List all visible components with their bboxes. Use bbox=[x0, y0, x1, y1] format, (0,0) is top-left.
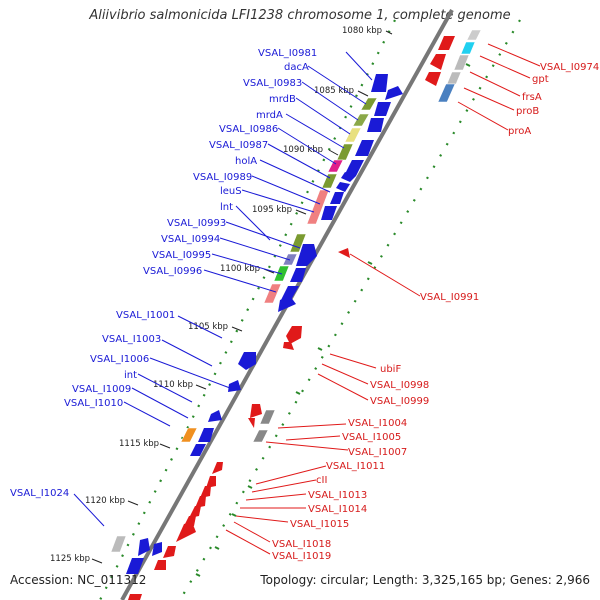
gene-label-leus: leuS bbox=[220, 186, 242, 197]
gene-label-mrda: mrdA bbox=[256, 110, 283, 121]
gene-label-frsa: frsA bbox=[522, 92, 542, 103]
gc-ticks bbox=[195, 63, 471, 577]
gene-label-vsal-i0993: VSAL_I0993 bbox=[167, 218, 226, 229]
gene-label-vsal-i1019: VSAL_I1019 bbox=[272, 551, 331, 562]
kbp-1090: 1090 kbp bbox=[283, 145, 323, 155]
gene-label-proa: proA bbox=[508, 126, 531, 137]
gene-label-vsal-i1009: VSAL_I1009 bbox=[72, 384, 131, 395]
gene-label-vsal-i1011: VSAL_I1011 bbox=[326, 461, 385, 472]
gene-label-cii: cII bbox=[316, 475, 327, 486]
kbp-1125: 1125 kbp bbox=[50, 554, 90, 564]
gene-label-vsal-i0987: VSAL_I0987 bbox=[209, 140, 268, 151]
gene-label-mrdb: mrdB bbox=[269, 94, 296, 105]
topology-text: Topology: circular; Length: 3,325,165 bp… bbox=[260, 573, 590, 587]
gene-label-vsal-i1015: VSAL_I1015 bbox=[290, 519, 349, 530]
gene-label-prob: proB bbox=[516, 106, 539, 117]
kbp-1080: 1080 kbp bbox=[342, 26, 382, 36]
cog-boxes-reverse bbox=[252, 29, 482, 443]
gene-label-int: int bbox=[124, 370, 137, 381]
gene-label-vsal-i0998: VSAL_I0998 bbox=[370, 380, 429, 391]
gene-label-vsal-i1001: VSAL_I1001 bbox=[116, 310, 175, 321]
gene-label-gpt: gpt bbox=[532, 74, 549, 85]
kbp-1110: 1110 kbp bbox=[153, 380, 193, 390]
gene-label-vsal-i0995: VSAL_I0995 bbox=[152, 250, 211, 261]
kbp-1095: 1095 kbp bbox=[252, 205, 292, 215]
kbp-1120: 1120 kbp bbox=[85, 496, 125, 506]
gc-track-inner bbox=[99, 19, 396, 600]
forward-genes bbox=[126, 74, 403, 574]
accession-text: Accession: NC_011312 bbox=[10, 573, 147, 587]
gene-label-vsal-i0983: VSAL_I0983 bbox=[243, 78, 302, 89]
kbp-1115: 1115 kbp bbox=[119, 439, 159, 449]
left-leader-lines bbox=[73, 51, 373, 527]
gene-label-vsal-i0999: VSAL_I0999 bbox=[370, 396, 429, 407]
kbp-1085: 1085 kbp bbox=[314, 86, 354, 96]
gene-label-vsal-i1014: VSAL_I1014 bbox=[308, 504, 367, 515]
kbp-1100: 1100 kbp bbox=[220, 264, 260, 274]
gene-label-vsal-i1010: VSAL_I1010 bbox=[64, 398, 123, 409]
gene-label-vsal-i0986: VSAL_I0986 bbox=[219, 124, 278, 135]
gene-label-vsal-i0994: VSAL_I0994 bbox=[161, 234, 220, 245]
gene-label-vsal-i1013: VSAL_I1013 bbox=[308, 490, 367, 501]
gene-label-vsal-i0996: VSAL_I0996 bbox=[143, 266, 202, 277]
right-gene-labels: VSAL_I0974 gpt frsA proB proA VSAL_I0991… bbox=[272, 62, 599, 562]
kbp-1105: 1105 kbp bbox=[188, 322, 228, 332]
gene-label-vsal-i0991: VSAL_I0991 bbox=[420, 292, 479, 303]
gene-label-daca: dacA bbox=[284, 62, 309, 73]
gene-label-vsal-i0974: VSAL_I0974 bbox=[540, 62, 599, 73]
gene-label-ubif: ubiF bbox=[380, 364, 401, 375]
genome-title: Aliivibrio salmonicida LFI1238 chromosom… bbox=[89, 8, 511, 23]
gene-label-lnt: lnt bbox=[220, 202, 233, 213]
gene-label-vsal-i1003: VSAL_I1003 bbox=[102, 334, 161, 345]
gene-label-vsal-i0981: VSAL_I0981 bbox=[258, 48, 317, 59]
gene-label-vsal-i1007: VSAL_I1007 bbox=[348, 447, 407, 458]
left-gene-labels: VSAL_I0981 dacA VSAL_I0983 mrdB mrdA VSA… bbox=[10, 48, 317, 499]
gene-label-vsal-i1005: VSAL_I1005 bbox=[342, 432, 401, 443]
gene-label-vsal-i1018: VSAL_I1018 bbox=[272, 539, 331, 550]
cog-boxes bbox=[110, 97, 378, 553]
gene-label-vsal-i1004: VSAL_I1004 bbox=[348, 418, 407, 429]
reverse-genes bbox=[128, 36, 455, 600]
gc-track-outer bbox=[179, 19, 521, 600]
gene-label-vsal-i0989: VSAL_I0989 bbox=[193, 172, 252, 183]
gene-label-hola: holA bbox=[235, 156, 257, 167]
kbp-labels: 1080 kbp 1085 kbp 1090 kbp 1095 kbp 1100… bbox=[50, 26, 393, 564]
gene-label-vsal-i1006: VSAL_I1006 bbox=[90, 354, 149, 365]
gene-label-vsal-i1024: VSAL_I1024 bbox=[10, 488, 69, 499]
right-leader-lines bbox=[225, 43, 541, 555]
